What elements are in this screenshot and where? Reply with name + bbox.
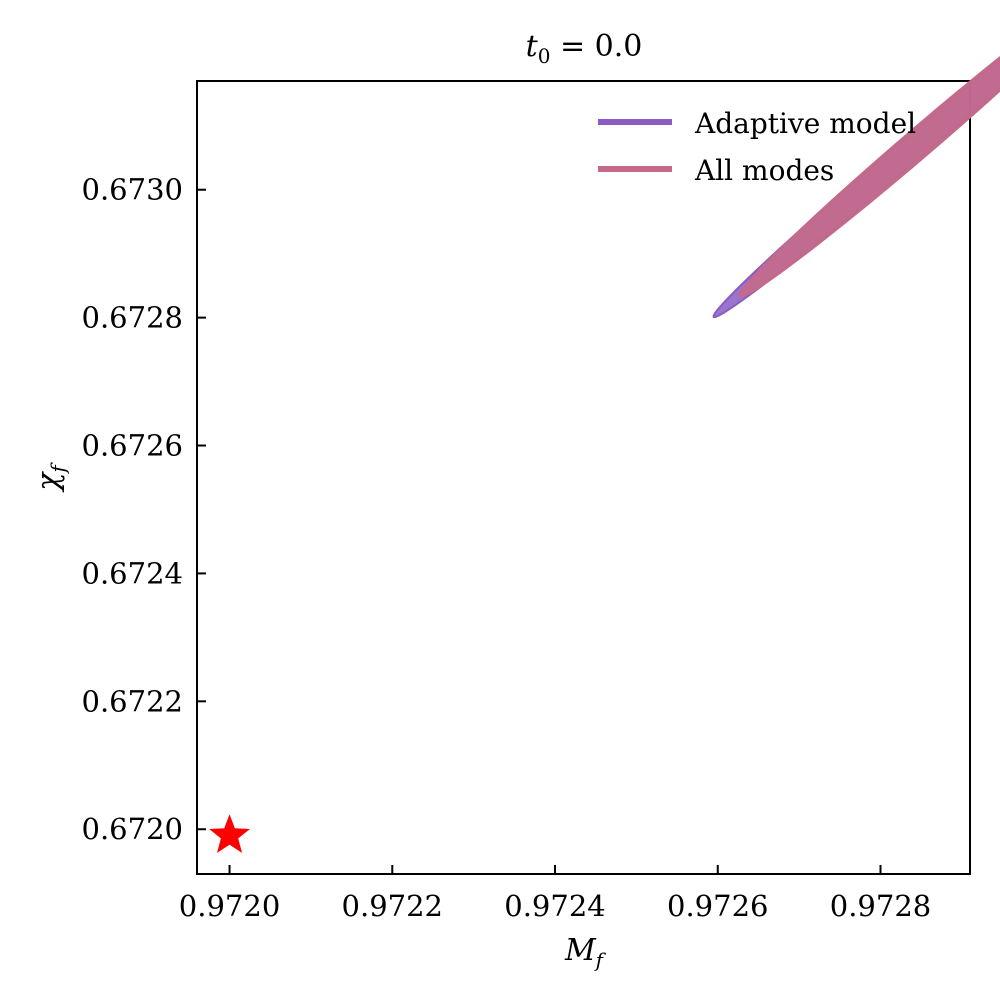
y-axis-label: χf	[31, 462, 70, 493]
plot-frame	[196, 80, 971, 875]
x-tick-label: 0.9724	[504, 889, 605, 923]
y-tick-label: 0.6730	[82, 173, 183, 207]
x-tick-label: 0.9722	[342, 889, 443, 923]
posterior-contours	[712, 55, 1000, 318]
x-axis-label: Mf	[564, 933, 607, 972]
x-tick-label: 0.9728	[830, 889, 931, 923]
x-tick-label: 0.9720	[179, 889, 280, 923]
legend-label-adaptive-model: Adaptive model	[694, 107, 916, 140]
y-tick-label: 0.6726	[82, 429, 183, 463]
legend-label-all-modes: All modes	[694, 154, 834, 187]
axis-ticks: 0.9720 0.9722 0.9724 0.9726 0.9728 0.6720 0.67…	[82, 173, 932, 923]
y-tick-label: 0.6724	[82, 556, 183, 590]
truth-star	[209, 814, 250, 853]
y-tick-label: 0.6722	[82, 684, 183, 718]
x-tick-label: 0.9726	[667, 889, 768, 923]
y-tick-label: 0.6728	[82, 301, 183, 335]
y-tick-label: 0.6720	[82, 812, 183, 846]
legend: Adaptive model All modes	[598, 107, 916, 187]
chart-title: t0 = 0.0	[526, 29, 643, 68]
true-value-marker	[209, 814, 250, 853]
contour-all-modes	[738, 55, 1000, 298]
